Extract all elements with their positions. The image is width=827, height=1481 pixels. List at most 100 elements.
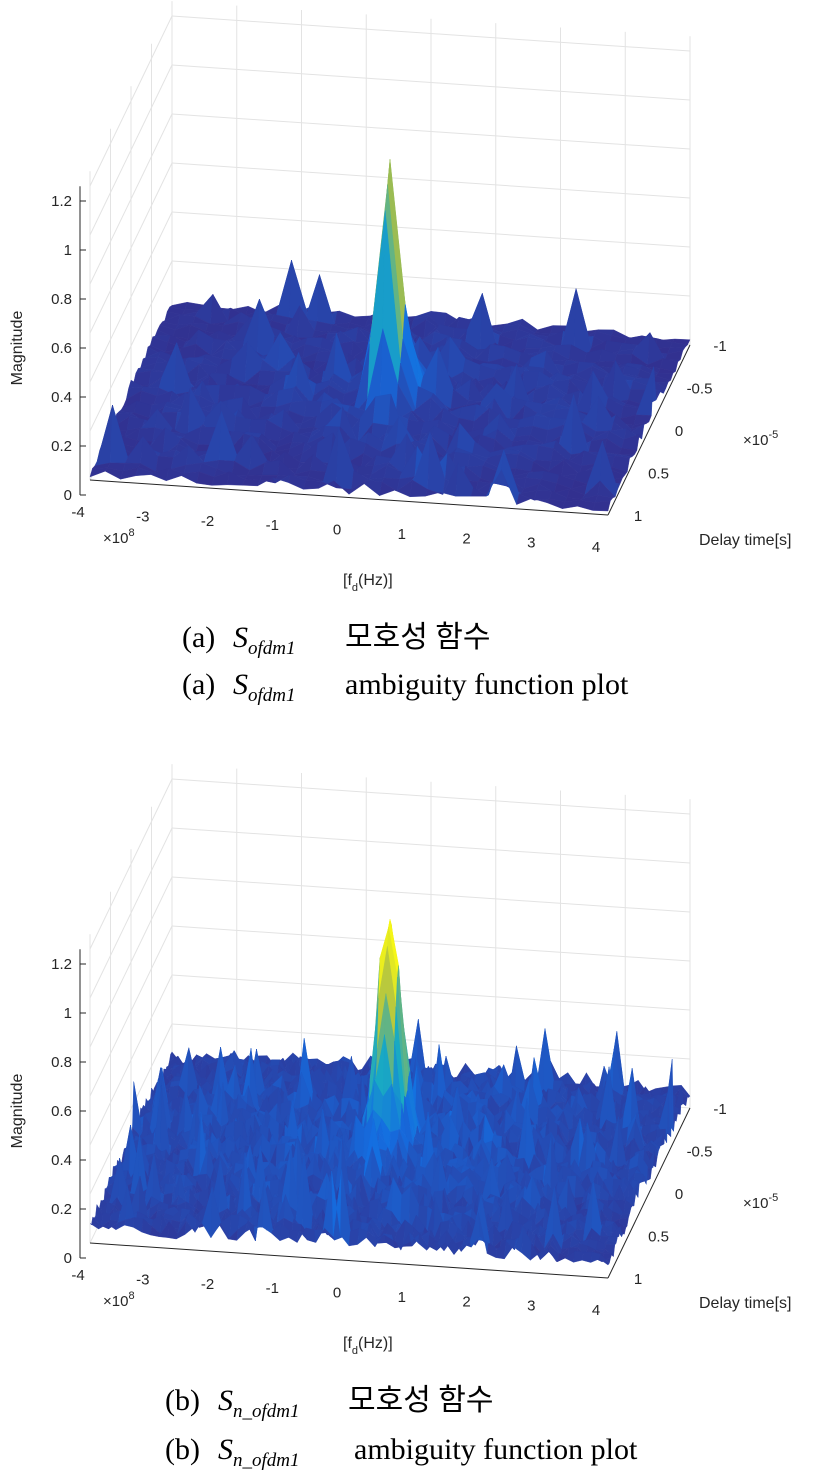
surface-patch <box>590 1252 601 1263</box>
surface-patch <box>573 288 592 356</box>
caption-label: (a) <box>182 621 216 654</box>
y-axis-label: Delay time[s] <box>699 1295 791 1312</box>
surface-patch <box>533 490 553 501</box>
y-tick-label: -0.5 <box>687 381 713 398</box>
surface-patch <box>303 480 322 490</box>
caption-label: (a) <box>182 668 216 701</box>
y-axis-line <box>607 1107 691 1279</box>
surface-patch <box>89 467 109 478</box>
surface-plot-b: 00.20.40.60.811.2 -4 -3 -2 -1 0 1 2 3 4 -1-0.500… <box>9 764 791 1357</box>
x-axis-line <box>89 1242 609 1279</box>
y-tick-label: 0.5 <box>648 1229 669 1246</box>
x-tick-label: -3 <box>136 1271 149 1288</box>
x-tick-label: 0 <box>333 522 341 539</box>
caption-label: (b) <box>165 1433 200 1466</box>
z-tick-label: 0 <box>64 487 72 504</box>
z-tick-label: 0.4 <box>51 389 72 406</box>
y-tick-label: 0.5 <box>648 466 669 483</box>
surface-patch <box>233 416 252 435</box>
caption-symbol: Sofdm1 <box>233 668 296 706</box>
caption-symbol: Sn_ofdm1 <box>218 1433 300 1471</box>
surface-patch <box>137 427 156 442</box>
y-tick-label: 0 <box>675 1186 683 1203</box>
axes-box-a <box>79 1 691 516</box>
surface-patch <box>363 479 383 497</box>
caption-text: ambiguity function plot <box>354 1433 638 1466</box>
x-tick-label: 0 <box>333 1285 341 1302</box>
z-tick-label: 0.2 <box>51 1201 72 1218</box>
z-ticks-b: 0 0.2 0.4 0.6 0.8 1 1.2 <box>51 956 86 1267</box>
surface-a <box>89 159 691 512</box>
z-tick-label: 0.8 <box>51 1054 72 1071</box>
x-tick-label: 3 <box>527 535 535 552</box>
z-tick-label: 0.2 <box>51 438 72 455</box>
caption-symbol: Sofdm1 <box>233 621 296 659</box>
z-tick-label: 0.6 <box>51 1103 72 1120</box>
surface-patch <box>372 393 392 426</box>
x-tick-label: -2 <box>201 513 214 530</box>
caption-label: (b) <box>165 1384 200 1417</box>
x-tick-label: -4 <box>71 1267 84 1284</box>
z-tick-label: 0.6 <box>51 340 72 357</box>
x-tick-label: 4 <box>592 1302 600 1319</box>
z-axis-label: Magnitude <box>9 1074 26 1149</box>
surface-patch <box>316 274 336 325</box>
y-exponent: ×10-5 <box>743 429 778 449</box>
caption-text: 모호성 함수 <box>348 1384 494 1417</box>
x-axis-label: [fd(Hz)] <box>343 572 393 594</box>
y-tick-label: 0 <box>675 423 683 440</box>
x-exponent: ×108 <box>103 527 135 547</box>
z-tick-label: 1.2 <box>51 956 72 973</box>
x-tick-label: -2 <box>201 1276 214 1293</box>
y-tick-label: -1 <box>713 1101 726 1118</box>
x-tick-label: -1 <box>266 517 279 534</box>
surface-patch <box>132 1217 144 1233</box>
y-tick-label: -1 <box>713 338 726 355</box>
x-tick-label: 3 <box>527 1298 535 1315</box>
y-ticks-a: -1 -0.5 0 0.5 1 <box>634 338 727 525</box>
x-tick-label: 1 <box>398 1289 406 1306</box>
surface-plot-a: 00.20.40.60.811.2 -4 -3 -2 -1 0 1 2 3 4 -1-0.500… <box>9 1 791 594</box>
y-tick-label: 1 <box>634 508 642 525</box>
z-ticks-a: 0 0.2 0.4 0.6 0.8 1 1.2 <box>51 193 86 504</box>
y-tick-label: -0.5 <box>687 1144 713 1161</box>
surface-b <box>89 919 691 1266</box>
y-axis-label: Delay time[s] <box>699 532 791 549</box>
surface-patch <box>592 500 611 512</box>
x-tick-label: -4 <box>71 504 84 521</box>
chart-panel-b: 0 0.2 0.4 0.6 0.8 1 1.2 -4 -3 -2 -1 0 1 2 3 4 -1 -0.5 0 0… <box>0 763 827 1383</box>
z-tick-label: 1 <box>64 242 72 259</box>
caption-text: ambiguity function plot <box>345 668 629 701</box>
surface-patch <box>534 325 554 334</box>
surface-patch <box>357 1228 368 1245</box>
caption-text: 모호성 함수 <box>345 621 491 654</box>
z-tick-label: 0 <box>64 1250 72 1267</box>
x-ticks-b: -4 -3 -2 -1 0 1 2 3 4 <box>71 1267 600 1319</box>
surface-patch <box>573 1251 584 1263</box>
x-axis-label: [fd(Hz)] <box>343 1335 393 1357</box>
y-exponent: ×10-5 <box>743 1192 778 1212</box>
caption-symbol: Sn_ofdm1 <box>218 1384 300 1422</box>
x-tick-label: 2 <box>462 530 470 547</box>
surface-patch <box>181 471 200 484</box>
y-tick-label: 1 <box>634 1271 642 1288</box>
surface-patch <box>566 1072 577 1086</box>
surface-patch <box>535 445 554 462</box>
surface-patch <box>242 478 261 487</box>
z-tick-label: 0.4 <box>51 1152 72 1169</box>
z-tick-label: 0.8 <box>51 291 72 308</box>
x-tick-label: 2 <box>462 1293 470 1310</box>
x-exponent: ×108 <box>103 1290 135 1310</box>
x-tick-label: 4 <box>592 539 600 556</box>
x-tick-label: -1 <box>266 1280 279 1297</box>
y-axis-line <box>607 344 691 516</box>
surface-patch <box>581 1251 593 1263</box>
x-tick-label: -3 <box>136 508 149 525</box>
x-tick-label: 1 <box>398 526 406 543</box>
z-axis-label: Magnitude <box>9 311 26 386</box>
chart-panel-a: 0 0.2 0.4 0.6 0.8 1 1.2 -4 -3 -2 -1 0 1 2 3 4 -1 -0.5 0 0… <box>0 0 827 620</box>
surface-patch <box>288 1229 299 1243</box>
z-tick-label: 1.2 <box>51 193 72 210</box>
z-tick-label: 1 <box>64 1005 72 1022</box>
x-ticks-a: -4 -3 -2 -1 0 1 2 3 4 <box>71 504 600 556</box>
